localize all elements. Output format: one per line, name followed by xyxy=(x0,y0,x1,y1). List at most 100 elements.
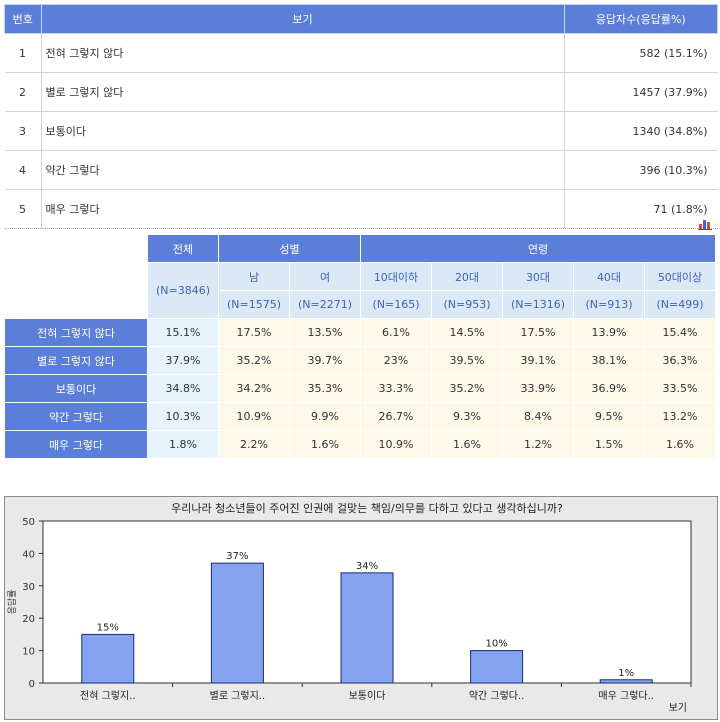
cell-value: 1.2% xyxy=(502,430,574,459)
cell-value: 1.6% xyxy=(431,430,503,459)
bar-chart-icon[interactable] xyxy=(698,218,712,230)
y-tick-label: 20 xyxy=(22,614,35,625)
header-number: 번호 xyxy=(4,4,42,34)
bar-data-label: 15% xyxy=(97,622,119,633)
bar xyxy=(470,650,524,684)
column-n: (N=2271) xyxy=(289,290,361,319)
header-option: 보기 xyxy=(40,4,565,34)
cell-value: 39.7% xyxy=(289,346,361,375)
cell-value: 33.9% xyxy=(502,374,574,403)
cell-value: 33.5% xyxy=(644,374,716,403)
chart-title: 우리나라 청소년들이 주어진 인권에 걸맞는 책임/의무를 다하고 있다고 생각… xyxy=(171,501,563,515)
bar-chart-svg: 우리나라 청소년들이 주어진 인권에 걸맞는 책임/의무를 다하고 있다고 생각… xyxy=(6,501,692,714)
group-age-header: 연령 xyxy=(360,234,716,263)
row-count: 1457 (37.9%) xyxy=(564,72,718,112)
cell-value: 17.5% xyxy=(502,318,574,347)
corner-blank xyxy=(4,234,148,319)
column-n: (N=1575) xyxy=(218,290,290,319)
header-count: 응답자수(응답률%) xyxy=(563,4,718,34)
cell-value: 1.6% xyxy=(289,430,361,459)
column-n: (N=165) xyxy=(360,290,432,319)
cell-value: 9.5% xyxy=(573,402,645,431)
cell-value: 8.4% xyxy=(502,402,574,431)
table-row: 5 매우 그렇다 71 (1.8%) xyxy=(4,189,718,229)
column-label: 30대 xyxy=(502,262,574,291)
row-number: 1 xyxy=(4,33,42,73)
row-number: 5 xyxy=(4,189,42,229)
x-tick-label: 별로 그렇지.. xyxy=(210,689,266,702)
bar-data-label: 34% xyxy=(356,561,378,572)
x-tick-label: 보통이다 xyxy=(349,690,386,702)
row-number: 3 xyxy=(4,111,42,151)
cell-value: 6.1% xyxy=(360,318,432,347)
cell-value: 38.1% xyxy=(573,346,645,375)
cell-value: 2.2% xyxy=(218,430,290,459)
row-option: 매우 그렇다 xyxy=(41,189,565,229)
total-n: (N=3846) xyxy=(147,262,219,319)
y-tick-label: 40 xyxy=(22,549,35,560)
cell-value: 33.3% xyxy=(360,374,432,403)
bar-data-label: 37% xyxy=(226,551,248,562)
row-label: 약간 그렇다 xyxy=(4,402,148,431)
x-axis-label: 보기 xyxy=(669,702,687,714)
cell-value: 10.9% xyxy=(360,430,432,459)
y-tick-label: 10 xyxy=(22,647,35,658)
column-label: 10대이하 xyxy=(360,262,432,291)
row-label: 별로 그렇지 않다 xyxy=(4,346,148,375)
cell-value: 14.5% xyxy=(431,318,503,347)
y-tick-label: 50 xyxy=(22,517,35,528)
cell-value: 17.5% xyxy=(218,318,290,347)
column-label: 20대 xyxy=(431,262,503,291)
row-number: 4 xyxy=(4,150,42,190)
row-option: 별로 그렇지 않다 xyxy=(41,72,565,112)
column-n: (N=499) xyxy=(644,290,716,319)
cell-value: 39.5% xyxy=(431,346,503,375)
cell-value: 1.6% xyxy=(644,430,716,459)
cell-total: 34.8% xyxy=(147,374,219,403)
crosstab-row: 약간 그렇다 10.3% 10.9% 9.9% 26.7% 9.3% 8.4% 9.5% 13.… xyxy=(4,402,716,431)
table-row: 3 보통이다 1340 (34.8%) xyxy=(4,111,718,151)
cell-value: 13.5% xyxy=(289,318,361,347)
cell-value: 9.3% xyxy=(431,402,503,431)
cell-value: 35.2% xyxy=(218,346,290,375)
y-tick-label: 30 xyxy=(22,582,35,593)
bar xyxy=(340,572,394,684)
y-axis-label: 응답률 xyxy=(6,590,18,615)
cell-value: 36.9% xyxy=(573,374,645,403)
bar-chart: 우리나라 청소년들이 주어진 인권에 걸맞는 책임/의무를 다하고 있다고 생각… xyxy=(4,496,718,720)
x-tick-label: 전혀 그렇지.. xyxy=(80,689,136,702)
column-n: (N=913) xyxy=(573,290,645,319)
crosstab-row: 매우 그렇다 1.8% 2.2% 1.6% 10.9% 1.6% 1.2% 1.5% 1.6% xyxy=(4,430,716,459)
crosstab-row: 별로 그렇지 않다 37.9% 35.2% 39.7% 23% 39.5% 39.1% 38.… xyxy=(4,346,716,375)
row-count: 396 (10.3%) xyxy=(564,150,718,190)
column-n: (N=953) xyxy=(431,290,503,319)
bar xyxy=(210,562,264,684)
column-label: 50대이상 xyxy=(644,262,716,291)
row-count: 71 (1.8%) xyxy=(564,189,718,229)
column-label: 남 xyxy=(218,262,290,291)
cell-total: 15.1% xyxy=(147,318,219,347)
bar xyxy=(599,679,653,684)
cell-value: 35.3% xyxy=(289,374,361,403)
cell-value: 1.5% xyxy=(573,430,645,459)
cell-total: 10.3% xyxy=(147,402,219,431)
column-label: 여 xyxy=(289,262,361,291)
table-row: 1 전혀 그렇지 않다 582 (15.1%) xyxy=(4,33,718,73)
cell-value: 15.4% xyxy=(644,318,716,347)
cell-value: 10.9% xyxy=(218,402,290,431)
crosstab-row: 보통이다 34.8% 34.2% 35.3% 33.3% 35.2% 33.9% 36.9% 3… xyxy=(4,374,716,403)
response-table-header: 번호 보기 응답자수(응답률%) xyxy=(4,4,718,34)
row-number: 2 xyxy=(4,72,42,112)
row-option: 전혀 그렇지 않다 xyxy=(41,33,565,73)
column-n: (N=1316) xyxy=(502,290,574,319)
row-label: 보통이다 xyxy=(4,374,148,403)
cell-value: 35.2% xyxy=(431,374,503,403)
cell-value: 34.2% xyxy=(218,374,290,403)
row-option: 보통이다 xyxy=(41,111,565,151)
y-tick-label: 0 xyxy=(29,679,35,690)
cell-value: 23% xyxy=(360,346,432,375)
crosstab-table: 전체 성별 연령 (N=3846) 남 여 10대이하 20대 30대 40대 50대이상 … xyxy=(4,234,716,459)
bar xyxy=(81,633,135,684)
cell-total: 37.9% xyxy=(147,346,219,375)
cell-value: 13.9% xyxy=(573,318,645,347)
